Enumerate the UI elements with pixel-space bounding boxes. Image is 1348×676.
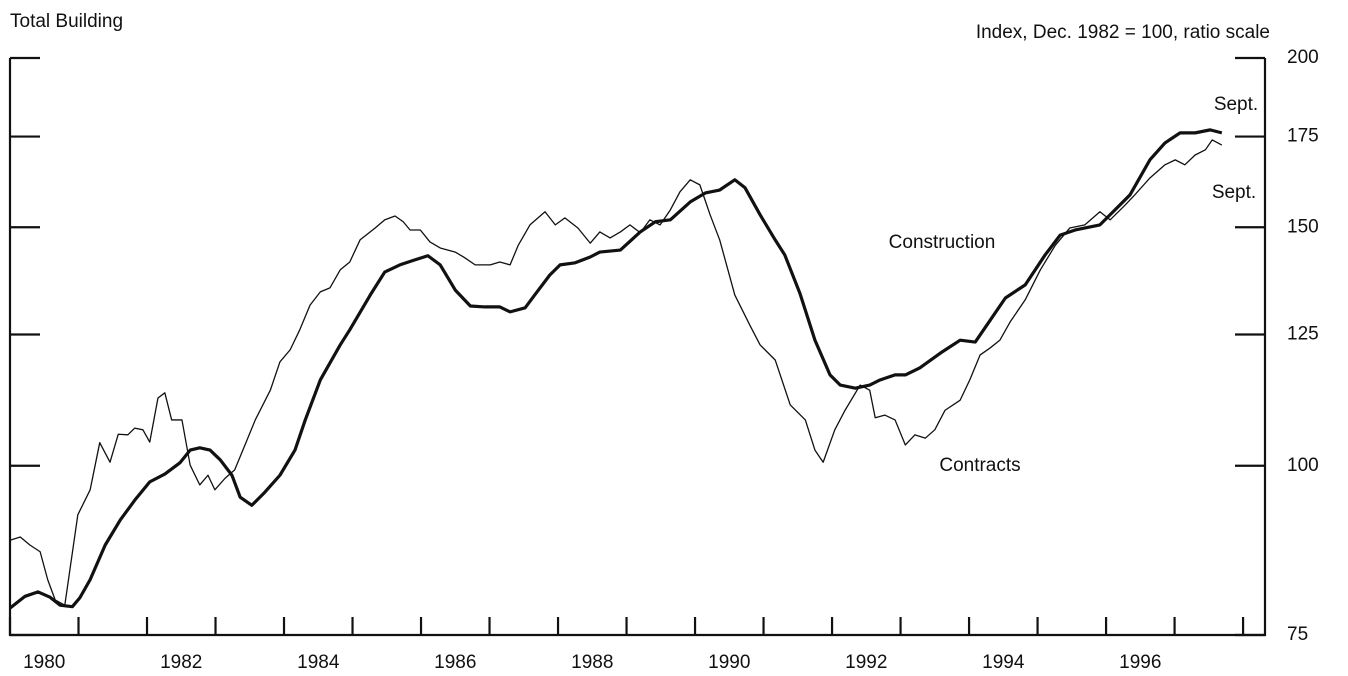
axis-frame <box>8 58 1267 637</box>
y-tick-label: 75 <box>1287 624 1308 645</box>
x-tick-label: 1982 <box>160 652 202 673</box>
annotation: Sept. <box>1214 94 1258 115</box>
x-tick-label: 1996 <box>1119 652 1161 673</box>
y-tick-label: 150 <box>1287 216 1319 237</box>
x-tick-label: 1994 <box>982 652 1025 673</box>
y-tick-label: 175 <box>1287 126 1319 147</box>
y-tick-label: 125 <box>1287 324 1319 345</box>
x-tick-label: 1980 <box>23 652 65 673</box>
x-tick-label: 1992 <box>845 652 887 673</box>
y-tick-label: 100 <box>1287 455 1319 476</box>
x-tick-label: 1990 <box>708 652 750 673</box>
chart-title: Total Building <box>10 11 123 32</box>
annotation: Construction <box>889 232 996 253</box>
series-line <box>9 139 1223 606</box>
annotation: Contracts <box>939 455 1020 476</box>
y-tick-label: 200 <box>1287 47 1319 68</box>
x-tick-label: 1984 <box>297 652 340 673</box>
chart-subtitle: Index, Dec. 1982 = 100, ratio scale <box>976 22 1270 43</box>
annotation: Sept. <box>1212 182 1256 203</box>
series-line <box>9 128 1223 610</box>
x-tick-label: 1986 <box>434 652 476 673</box>
x-tick-label: 1988 <box>571 652 613 673</box>
